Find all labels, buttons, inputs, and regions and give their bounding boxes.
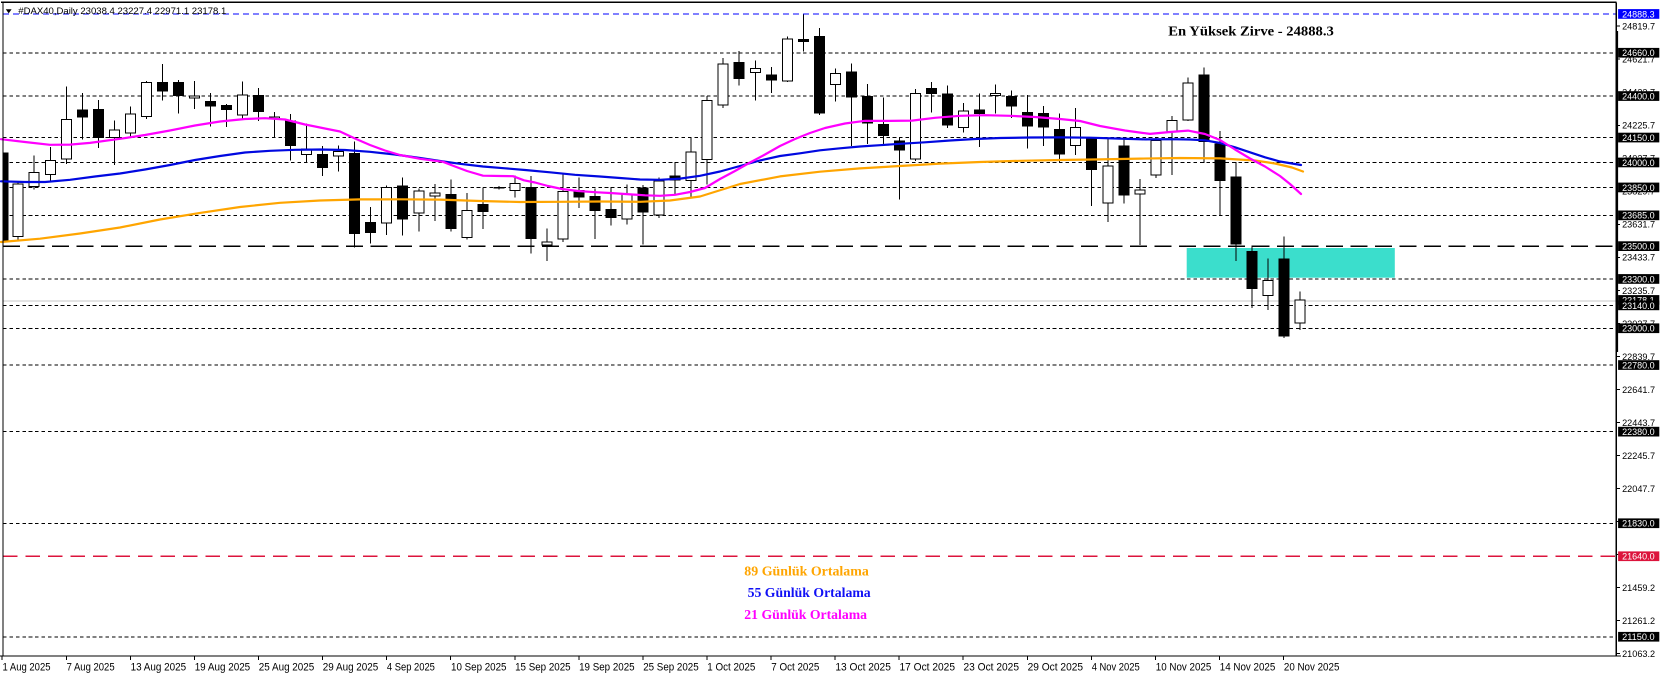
svg-text:22380.0: 22380.0: [1622, 427, 1655, 437]
svg-text:24225.7: 24225.7: [1622, 121, 1655, 131]
svg-text:24000.0: 24000.0: [1622, 158, 1655, 168]
svg-text:23235.7: 23235.7: [1622, 286, 1655, 296]
svg-text:29 Oct 2025: 29 Oct 2025: [1028, 661, 1084, 673]
svg-text:23433.7: 23433.7: [1622, 253, 1655, 263]
svg-text:22047.7: 22047.7: [1622, 484, 1655, 494]
svg-text:7 Oct 2025: 7 Oct 2025: [771, 661, 819, 673]
svg-text:24660.0: 24660.0: [1622, 48, 1655, 58]
svg-text:23500.0: 23500.0: [1622, 242, 1655, 252]
svg-text:23140.0: 23140.0: [1622, 301, 1655, 311]
svg-text:17 Oct 2025: 17 Oct 2025: [900, 661, 956, 673]
svg-text:89 Günlük Ortalama: 89 Günlük Ortalama: [744, 563, 869, 578]
svg-text:25 Aug 2025: 25 Aug 2025: [259, 661, 315, 673]
svg-text:13 Aug 2025: 13 Aug 2025: [131, 661, 187, 673]
svg-text:13 Oct 2025: 13 Oct 2025: [835, 661, 891, 673]
svg-text:55 Günlük Ortalama: 55 Günlük Ortalama: [748, 585, 871, 600]
svg-text:19 Sep 2025: 19 Sep 2025: [579, 661, 635, 673]
svg-text:21830.0: 21830.0: [1622, 519, 1655, 529]
svg-text:24400.0: 24400.0: [1622, 91, 1655, 101]
svg-text:10 Sep 2025: 10 Sep 2025: [451, 661, 507, 673]
svg-text:21 Günlük Ortalama: 21 Günlük Ortalama: [744, 607, 867, 622]
svg-text:22443.7: 22443.7: [1622, 418, 1655, 428]
svg-text:23000.0: 23000.0: [1622, 324, 1655, 334]
svg-text:23850.0: 23850.0: [1622, 183, 1655, 193]
svg-text:1 Aug 2025: 1 Aug 2025: [3, 661, 51, 673]
svg-text:4 Sep 2025: 4 Sep 2025: [387, 661, 435, 673]
svg-text:7 Aug 2025: 7 Aug 2025: [67, 661, 115, 673]
svg-text:1 Oct 2025: 1 Oct 2025: [707, 661, 755, 673]
svg-text:4 Nov 2025: 4 Nov 2025: [1092, 661, 1140, 673]
svg-text:21150.0: 21150.0: [1622, 632, 1655, 642]
svg-text:#DAX40,Daily 23038.4 23227.4: #DAX40,Daily 23038.4 23227.4 22971.1 231…: [18, 6, 226, 17]
svg-text:23631.7: 23631.7: [1622, 220, 1655, 230]
svg-text:23300.0: 23300.0: [1622, 274, 1655, 284]
svg-text:22641.7: 22641.7: [1622, 385, 1655, 395]
svg-text:23 Oct 2025: 23 Oct 2025: [964, 661, 1020, 673]
svg-text:24888.3: 24888.3: [1622, 9, 1655, 19]
svg-text:24819.7: 24819.7: [1622, 22, 1655, 32]
svg-text:15 Sep 2025: 15 Sep 2025: [515, 661, 571, 673]
svg-text:29 Aug 2025: 29 Aug 2025: [323, 661, 379, 673]
svg-text:25 Sep 2025: 25 Sep 2025: [643, 661, 699, 673]
svg-text:22839.7: 22839.7: [1622, 352, 1655, 362]
svg-text:23178.1: 23178.1: [1622, 295, 1655, 305]
svg-text:22245.7: 22245.7: [1622, 451, 1655, 461]
svg-text:24150.0: 24150.0: [1622, 133, 1655, 143]
svg-text:En Yüksek Zirve - 24888.3: En Yüksek Zirve - 24888.3: [1168, 25, 1334, 40]
svg-text:24621.7: 24621.7: [1622, 55, 1655, 65]
svg-text:21063.2: 21063.2: [1622, 649, 1655, 659]
svg-text:21640.0: 21640.0: [1622, 552, 1655, 562]
svg-text:19 Aug 2025: 19 Aug 2025: [195, 661, 251, 673]
svg-text:21261.2: 21261.2: [1622, 616, 1655, 626]
svg-text:20 Nov 2025: 20 Nov 2025: [1284, 661, 1340, 673]
svg-text:21459.2: 21459.2: [1622, 583, 1655, 593]
svg-text:10 Nov 2025: 10 Nov 2025: [1156, 661, 1212, 673]
svg-text:22780.0: 22780.0: [1622, 361, 1655, 371]
svg-text:23685.0: 23685.0: [1622, 211, 1655, 221]
svg-text:14 Nov 2025: 14 Nov 2025: [1220, 661, 1276, 673]
